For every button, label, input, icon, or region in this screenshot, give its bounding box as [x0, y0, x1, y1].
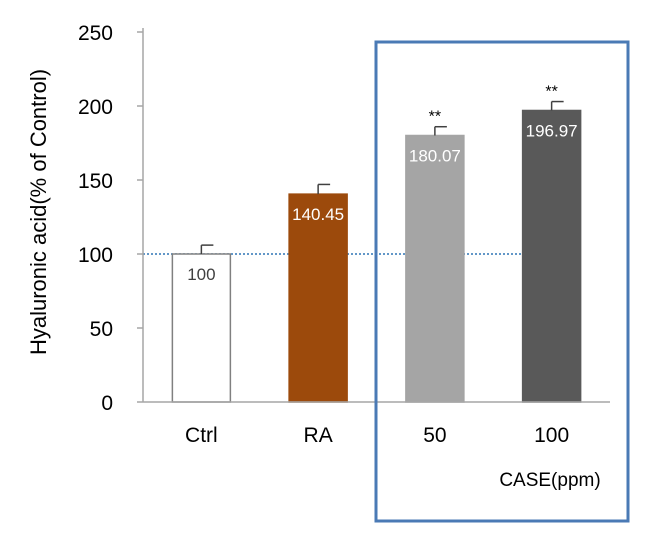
- y-tick-label: 50: [90, 318, 113, 341]
- y-tick-label: 250: [78, 22, 113, 45]
- x-tick-label: 100: [534, 424, 569, 447]
- case-group-box: [374, 40, 630, 523]
- bar-value-label: 196.97: [526, 121, 578, 140]
- case-group-label: CASE(ppm): [499, 470, 600, 491]
- x-tick-label: RA: [304, 424, 333, 447]
- significance-marker: **: [429, 109, 441, 126]
- x-tick-label: Ctrl: [185, 424, 218, 447]
- x-axis-tick-labels: Ctrl RA 50 100: [185, 424, 569, 447]
- y-axis-label: Hyaluronic acid(% of Control): [26, 69, 51, 355]
- bar-ra: [288, 193, 348, 403]
- y-tick-label: 150: [78, 170, 113, 193]
- y-axis-ticks: 0 50 100 150 200 250: [78, 22, 143, 415]
- x-tick-label: 50: [423, 424, 446, 447]
- significance-marker: **: [545, 84, 557, 101]
- bar-value-label: 180.07: [409, 146, 461, 165]
- y-tick-label: 200: [78, 96, 113, 119]
- y-tick-label: 0: [101, 392, 113, 415]
- bar-value-label: 140.45: [292, 205, 344, 224]
- bar-100: [521, 109, 582, 403]
- bars-group: 100 140.45 180.07 ** 196.97 **: [171, 84, 582, 403]
- bar-50: [405, 134, 465, 403]
- bar-value-label: 100: [187, 265, 215, 284]
- y-tick-label: 100: [78, 244, 113, 267]
